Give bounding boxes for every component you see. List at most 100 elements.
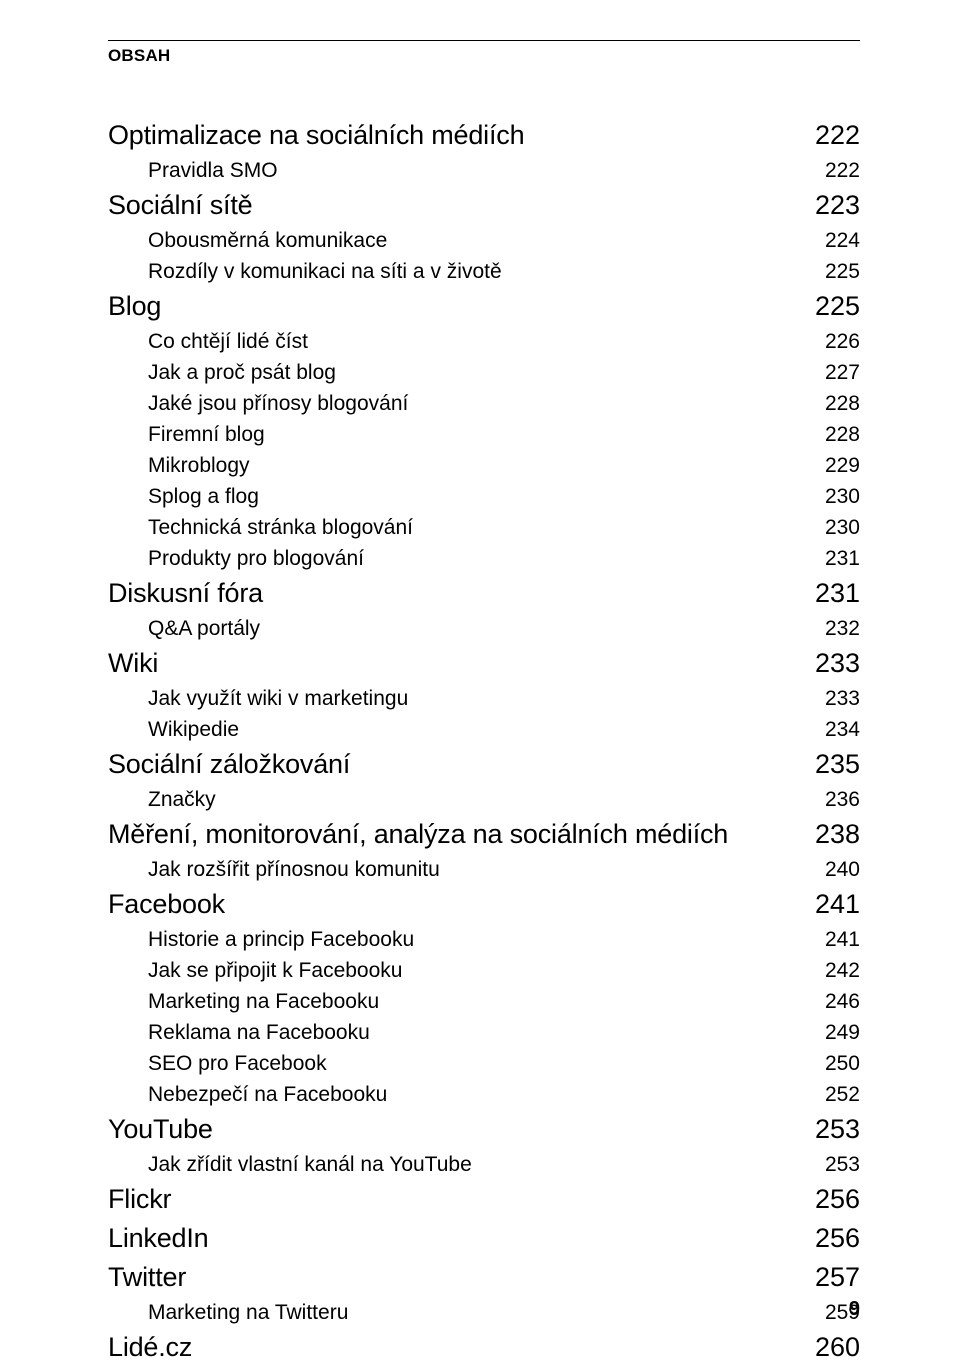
toc-row: Blog 225 <box>108 287 860 326</box>
toc-entry-label: SEO pro Facebook <box>148 1048 327 1079</box>
toc-row: Jak rozšířit přínosnou komunitu 240 <box>108 854 860 885</box>
toc-entry-label: Flickr <box>108 1180 171 1219</box>
toc-entry-page: 222 <box>808 155 860 186</box>
toc-entry-label: Značky <box>148 784 216 815</box>
toc-entry-page: 236 <box>808 784 860 815</box>
toc-row: Produkty pro blogování 231 <box>108 543 860 574</box>
toc-row: Značky 236 <box>108 784 860 815</box>
toc-entry-page: 231 <box>808 574 860 613</box>
toc-entry-label: Wikipedie <box>148 714 239 745</box>
toc-row: Mikroblogy 229 <box>108 450 860 481</box>
toc-entry-label: Jak se připojit k Facebooku <box>148 955 402 986</box>
toc-entry-page: 225 <box>808 256 860 287</box>
toc-row: Jak a proč psát blog 227 <box>108 357 860 388</box>
toc-entry-label: Jaké jsou přínosy blogování <box>148 388 408 419</box>
toc-entry-page: 222 <box>808 116 860 155</box>
toc-entry-page: 228 <box>808 388 860 419</box>
toc-entry-label: Sociální sítě <box>108 186 252 225</box>
toc-entry-label: Jak a proč psát blog <box>148 357 336 388</box>
toc-entry-label: Q&A portály <box>148 613 260 644</box>
toc-row: Flickr 256 <box>108 1180 860 1219</box>
toc-entry-label: Technická stránka blogování <box>148 512 413 543</box>
toc-entry-page: 242 <box>808 955 860 986</box>
toc-entry-page: 228 <box>808 419 860 450</box>
toc-row: Nebezpečí na Facebooku252 <box>108 1079 860 1110</box>
toc-entry-label: Facebook <box>108 885 225 924</box>
toc-entry-page: 225 <box>808 287 860 326</box>
toc-row: Měření, monitorování, analýza na sociáln… <box>108 815 860 854</box>
toc-entry-label: Jak využít wiki v marketingu <box>148 683 408 714</box>
toc-row: Reklama na Facebooku 249 <box>108 1017 860 1048</box>
page-number: 9 <box>849 1298 860 1321</box>
toc-row: Splog a flog 230 <box>108 481 860 512</box>
toc-row: Jaké jsou přínosy blogování 228 <box>108 388 860 419</box>
toc-entry-page: 231 <box>808 543 860 574</box>
toc-entry-label: Co chtějí lidé číst <box>148 326 308 357</box>
toc-row: Historie a princip Facebooku 241 <box>108 924 860 955</box>
toc-row: Co chtějí lidé číst 226 <box>108 326 860 357</box>
toc-row: Obousměrná komunikace224 <box>108 225 860 256</box>
toc-entry-label: Mikroblogy <box>148 450 250 481</box>
toc-entry-page: 249 <box>808 1017 860 1048</box>
toc-entry-page: 229 <box>808 450 860 481</box>
header-rule <box>108 40 860 41</box>
toc-entry-page: 224 <box>808 225 860 256</box>
header-label: OBSAH <box>108 46 170 66</box>
toc-row: SEO pro Facebook 250 <box>108 1048 860 1079</box>
toc-entry-page: 226 <box>808 326 860 357</box>
toc-row: Q&A portály 232 <box>108 613 860 644</box>
page: OBSAH Optimalizace na sociálních médiích… <box>0 0 960 1365</box>
toc-entry-page: 223 <box>808 186 860 225</box>
toc-row: Jak se připojit k Facebooku 242 <box>108 955 860 986</box>
toc-entry-label: Wiki <box>108 644 158 683</box>
toc-row: Jak využít wiki v marketingu233 <box>108 683 860 714</box>
toc-entry-page: 253 <box>808 1110 860 1149</box>
toc-entry-label: Reklama na Facebooku <box>148 1017 370 1048</box>
toc-entry-label: Lidé.cz <box>108 1328 192 1367</box>
toc-entry-label: Pravidla SMO <box>148 155 278 186</box>
toc-entry-label: Jak zřídit vlastní kanál na YouTube <box>148 1149 472 1180</box>
toc-entry-label: Firemní blog <box>148 419 265 450</box>
toc-row: Optimalizace na sociálních médiích 222 <box>108 116 860 155</box>
toc-entry-label: Marketing na Twitteru <box>148 1297 348 1328</box>
toc-entry-page: 250 <box>808 1048 860 1079</box>
page-header: OBSAH <box>108 40 860 108</box>
toc-entry-page: 252 <box>808 1079 860 1110</box>
toc-entry-page: 241 <box>808 924 860 955</box>
toc-row: Wikipedie 234 <box>108 714 860 745</box>
toc-row: Marketing na Facebooku 246 <box>108 986 860 1017</box>
toc-entry-label: Splog a flog <box>148 481 259 512</box>
toc-row: Rozdíly v komunikaci na síti a v životě2… <box>108 256 860 287</box>
toc-entry-label: LinkedIn <box>108 1219 208 1258</box>
toc-entry-page: 232 <box>808 613 860 644</box>
toc-entry-label: Historie a princip Facebooku <box>148 924 414 955</box>
toc-row: YouTube253 <box>108 1110 860 1149</box>
toc-entry-page: 253 <box>808 1149 860 1180</box>
toc-entry-page: 230 <box>808 481 860 512</box>
toc-row: Lidé.cz 260 <box>108 1328 860 1367</box>
toc-row: Technická stránka blogování230 <box>108 512 860 543</box>
toc-row: Diskusní fóra 231 <box>108 574 860 613</box>
toc-entry-page: 227 <box>808 357 860 388</box>
toc-entry-page: 233 <box>808 644 860 683</box>
toc-entry-label: Diskusní fóra <box>108 574 263 613</box>
toc-entry-page: 238 <box>808 815 860 854</box>
toc-entry-label: Produkty pro blogování <box>148 543 364 574</box>
toc-row: Sociální sítě 223 <box>108 186 860 225</box>
toc-entry-page: 234 <box>808 714 860 745</box>
toc-entry-page: 260 <box>808 1328 860 1367</box>
toc-row: Jak zřídit vlastní kanál na YouTube 253 <box>108 1149 860 1180</box>
toc-row: Sociální záložkování 235 <box>108 745 860 784</box>
toc-entry-page: 256 <box>808 1180 860 1219</box>
toc-entry-label: Optimalizace na sociálních médiích <box>108 116 524 155</box>
toc-entry-page: 235 <box>808 745 860 784</box>
toc-entry-label: Blog <box>108 287 161 326</box>
toc-entry-label: Marketing na Facebooku <box>148 986 379 1017</box>
toc-row: Wiki 233 <box>108 644 860 683</box>
toc-entry-label: Měření, monitorování, analýza na sociáln… <box>108 815 728 854</box>
toc-row: LinkedIn256 <box>108 1219 860 1258</box>
toc-entry-page: 240 <box>808 854 860 885</box>
toc-entry-label: Sociální záložkování <box>108 745 350 784</box>
toc-entry-page: 246 <box>808 986 860 1017</box>
toc-entry-label: Jak rozšířit přínosnou komunitu <box>148 854 440 885</box>
